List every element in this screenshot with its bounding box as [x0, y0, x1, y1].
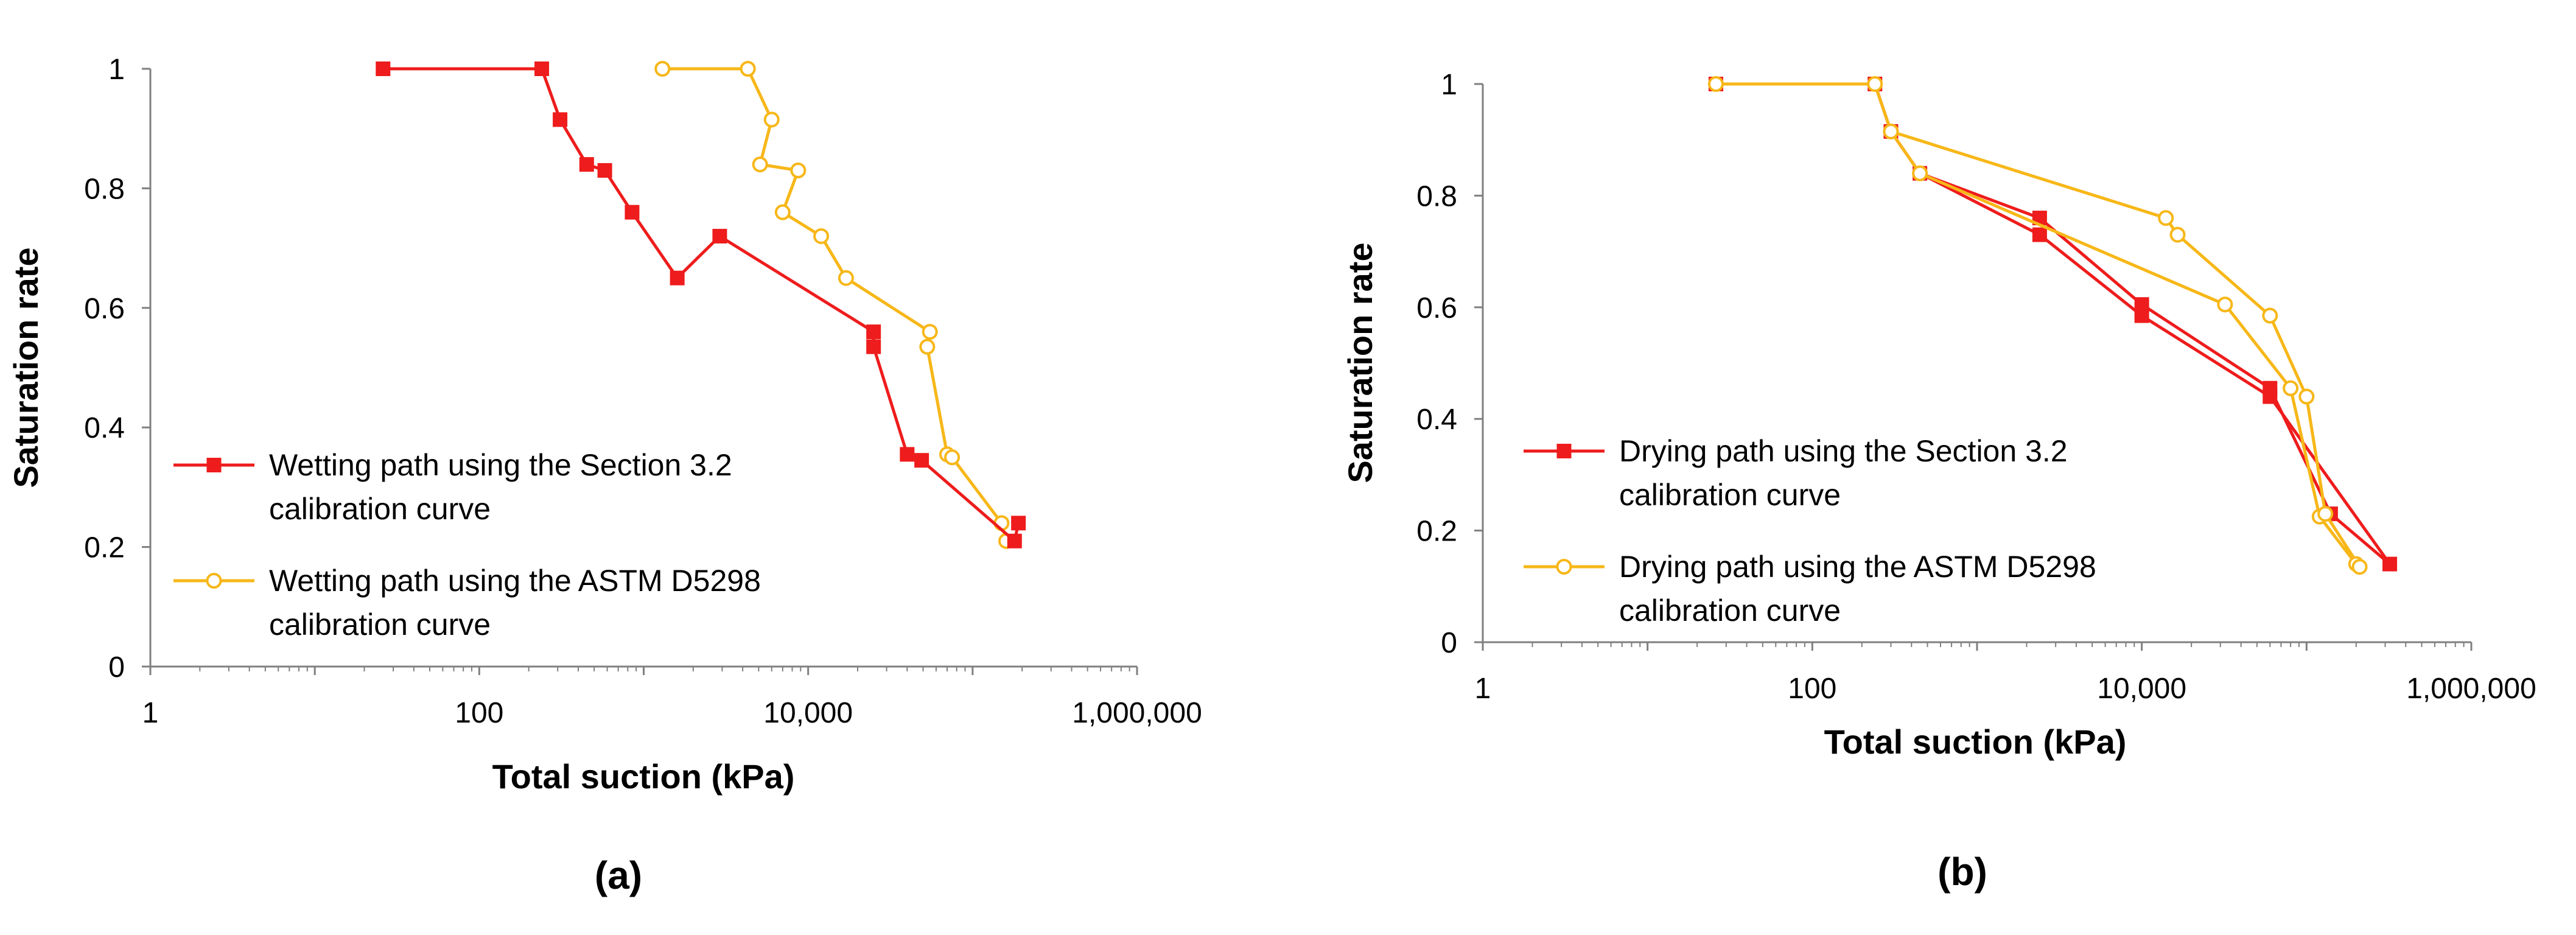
legend-label: calibration curve	[1619, 594, 1841, 628]
y-tick-label: 0.4	[1416, 404, 1457, 436]
data-point	[2263, 389, 2278, 404]
legend-label: calibration curve	[1619, 478, 1841, 512]
data-point	[838, 270, 854, 286]
data-point	[670, 270, 685, 285]
legend-label: Wetting path using the ASTM D5298	[269, 564, 761, 598]
data-point	[553, 112, 568, 127]
chart-panel-a: 0 0.2 0.4 0.6 0.8 1 1 100 10,000 1,000,000 Total s…	[7, 54, 1202, 897]
data-point	[790, 162, 807, 178]
data-point	[1912, 165, 1928, 181]
legend-swatch-marker	[206, 458, 222, 472]
data-point	[900, 447, 915, 462]
legend-label: calibration curve	[269, 608, 491, 642]
legend-label: Wetting path using the Section 3.2	[269, 448, 732, 482]
legend-swatch-marker	[1556, 559, 1572, 575]
data-point	[2382, 556, 2398, 572]
data-point	[597, 163, 612, 178]
data-point	[922, 324, 938, 340]
data-point	[579, 157, 594, 172]
x-tick-label: 10,000	[763, 697, 853, 729]
y-tick-label: 0.2	[84, 532, 125, 564]
data-point	[919, 338, 936, 355]
data-point	[914, 453, 929, 468]
legend-label: Drying path using the Section 3.2	[1619, 434, 2068, 468]
data-point	[866, 324, 881, 340]
y-tick-label: 0	[1441, 627, 1457, 659]
data-point	[2134, 308, 2149, 323]
data-point	[740, 61, 756, 77]
x-tick-label: 1,000,000	[2406, 673, 2536, 705]
data-point	[2283, 380, 2299, 396]
panel-label: (b)	[1937, 850, 1987, 894]
data-point	[712, 228, 727, 243]
y-tick-label: 1	[108, 54, 125, 86]
data-point	[813, 228, 830, 244]
x-tick-label: 1	[1475, 673, 1491, 705]
data-point	[2032, 227, 2047, 242]
legend-swatch-marker	[206, 573, 222, 589]
legend-swatch-marker	[1556, 444, 1572, 458]
data-point	[2169, 226, 2186, 243]
x-tick-label: 1	[142, 697, 159, 729]
y-tick-label: 0.8	[1416, 180, 1457, 212]
y-axis-title: Saturation rate	[1341, 242, 1379, 483]
data-point	[625, 205, 640, 220]
y-tick-label: 0.6	[1416, 292, 1457, 324]
y-tick-label: 0.8	[84, 173, 125, 205]
data-point	[866, 339, 881, 354]
data-point	[2134, 297, 2149, 312]
data-point	[2158, 210, 2174, 226]
panel-label: (a)	[595, 853, 642, 897]
data-point	[944, 449, 961, 466]
data-point	[763, 111, 780, 128]
x-tick-label: 100	[1788, 673, 1836, 705]
data-point	[1011, 516, 1026, 531]
data-point	[774, 204, 791, 220]
data-point	[1007, 533, 1022, 548]
data-point	[2217, 296, 2233, 313]
legend-label: Drying path using the ASTM D5298	[1619, 550, 2096, 584]
y-tick-label: 0	[108, 651, 125, 684]
x-tick-label: 100	[455, 697, 503, 729]
data-point	[2262, 307, 2278, 324]
data-point	[752, 156, 768, 173]
x-axis-title: Total suction (kPa)	[492, 757, 795, 796]
data-point	[1707, 76, 1724, 92]
data-point	[1883, 123, 1899, 139]
data-point	[654, 61, 671, 77]
y-tick-label: 0.4	[84, 412, 125, 444]
legend-label: calibration curve	[269, 492, 491, 526]
x-axis-title: Total suction (kPa)	[1824, 723, 2127, 761]
y-tick-label: 0.6	[84, 293, 125, 325]
chart-panel-b: 0 0.2 0.4 0.6 0.8 1 1 100 10,000 1,000,000 Total s…	[1341, 69, 2536, 894]
y-tick-label: 0.2	[1416, 516, 1457, 548]
data-point	[534, 61, 550, 76]
data-point	[376, 61, 391, 76]
data-point	[2298, 388, 2315, 405]
y-tick-label: 1	[1441, 69, 1457, 101]
y-axis-title: Saturation rate	[7, 247, 45, 488]
data-point	[2317, 506, 2334, 522]
x-tick-label: 10,000	[2097, 673, 2186, 705]
data-point	[1867, 76, 1883, 92]
data-point	[2351, 559, 2368, 575]
x-tick-label: 1,000,000	[1072, 697, 1202, 729]
